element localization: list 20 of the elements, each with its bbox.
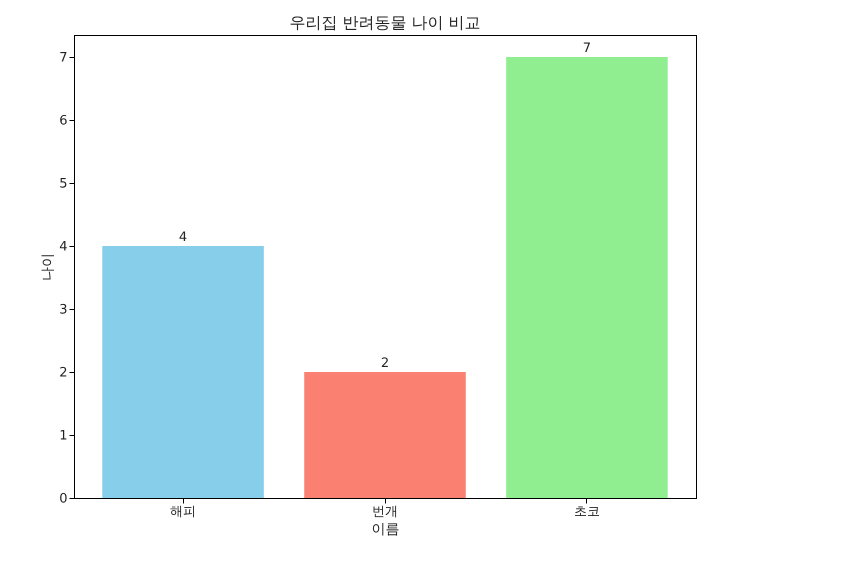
x-tick-label: 초코 [574, 504, 600, 520]
y-axis-title: 나이 [40, 253, 56, 281]
bar [102, 246, 264, 498]
x-tick-label: 해피 [170, 504, 196, 520]
data-label: 2 [380, 356, 390, 372]
y-tick-label: 4 [59, 240, 68, 255]
y-tick-label: 7 [59, 50, 68, 66]
x-axis-title: 이름 [372, 522, 400, 538]
x-tick-label: 번개 [372, 504, 398, 520]
y-tick-label: 6 [59, 114, 68, 129]
y-tick-label: 1 [59, 428, 68, 444]
y-tick-label: 5 [59, 176, 68, 192]
y-tick-label: 2 [59, 366, 68, 381]
y-tick-label: 0 [59, 492, 68, 506]
bar [304, 372, 466, 498]
chart-title: 우리집 반려동물 나이 비교 [289, 13, 481, 32]
bar [506, 57, 668, 498]
y-tick-label: 3 [59, 302, 68, 318]
data-label: 7 [582, 41, 592, 56]
data-label: 4 [178, 230, 188, 246]
